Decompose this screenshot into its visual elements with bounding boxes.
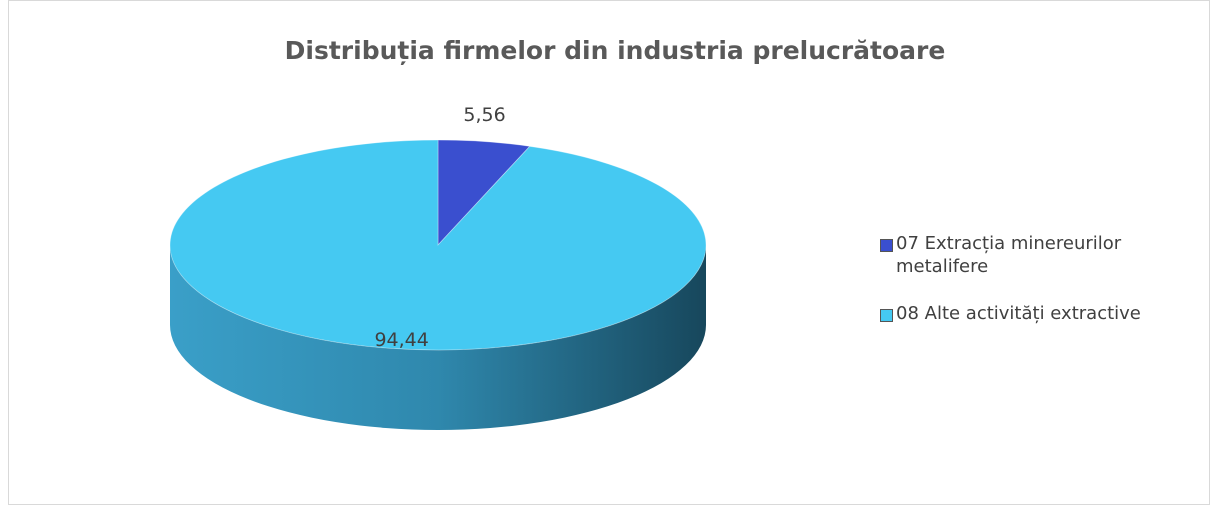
legend-label: 08 Alte activități extractive [896, 303, 1141, 324]
data-label: 94,44 [374, 329, 428, 351]
legend-swatch [880, 239, 893, 252]
chart-title: Distribuția firmelor din industria prelu… [285, 36, 946, 65]
pie-slice-side [170, 245, 706, 430]
pie-slice [169, 139, 707, 351]
legend-item: 08 Alte activități extractive [880, 302, 1196, 325]
legend-label: 07 Extracția minereurilor metalifere [896, 233, 1122, 277]
data-label: 5,56 [463, 104, 505, 126]
legend-swatch [880, 309, 893, 322]
legend-item: 07 Extracția minereurilor metalifere [880, 232, 1196, 278]
pie-slice [437, 139, 531, 247]
